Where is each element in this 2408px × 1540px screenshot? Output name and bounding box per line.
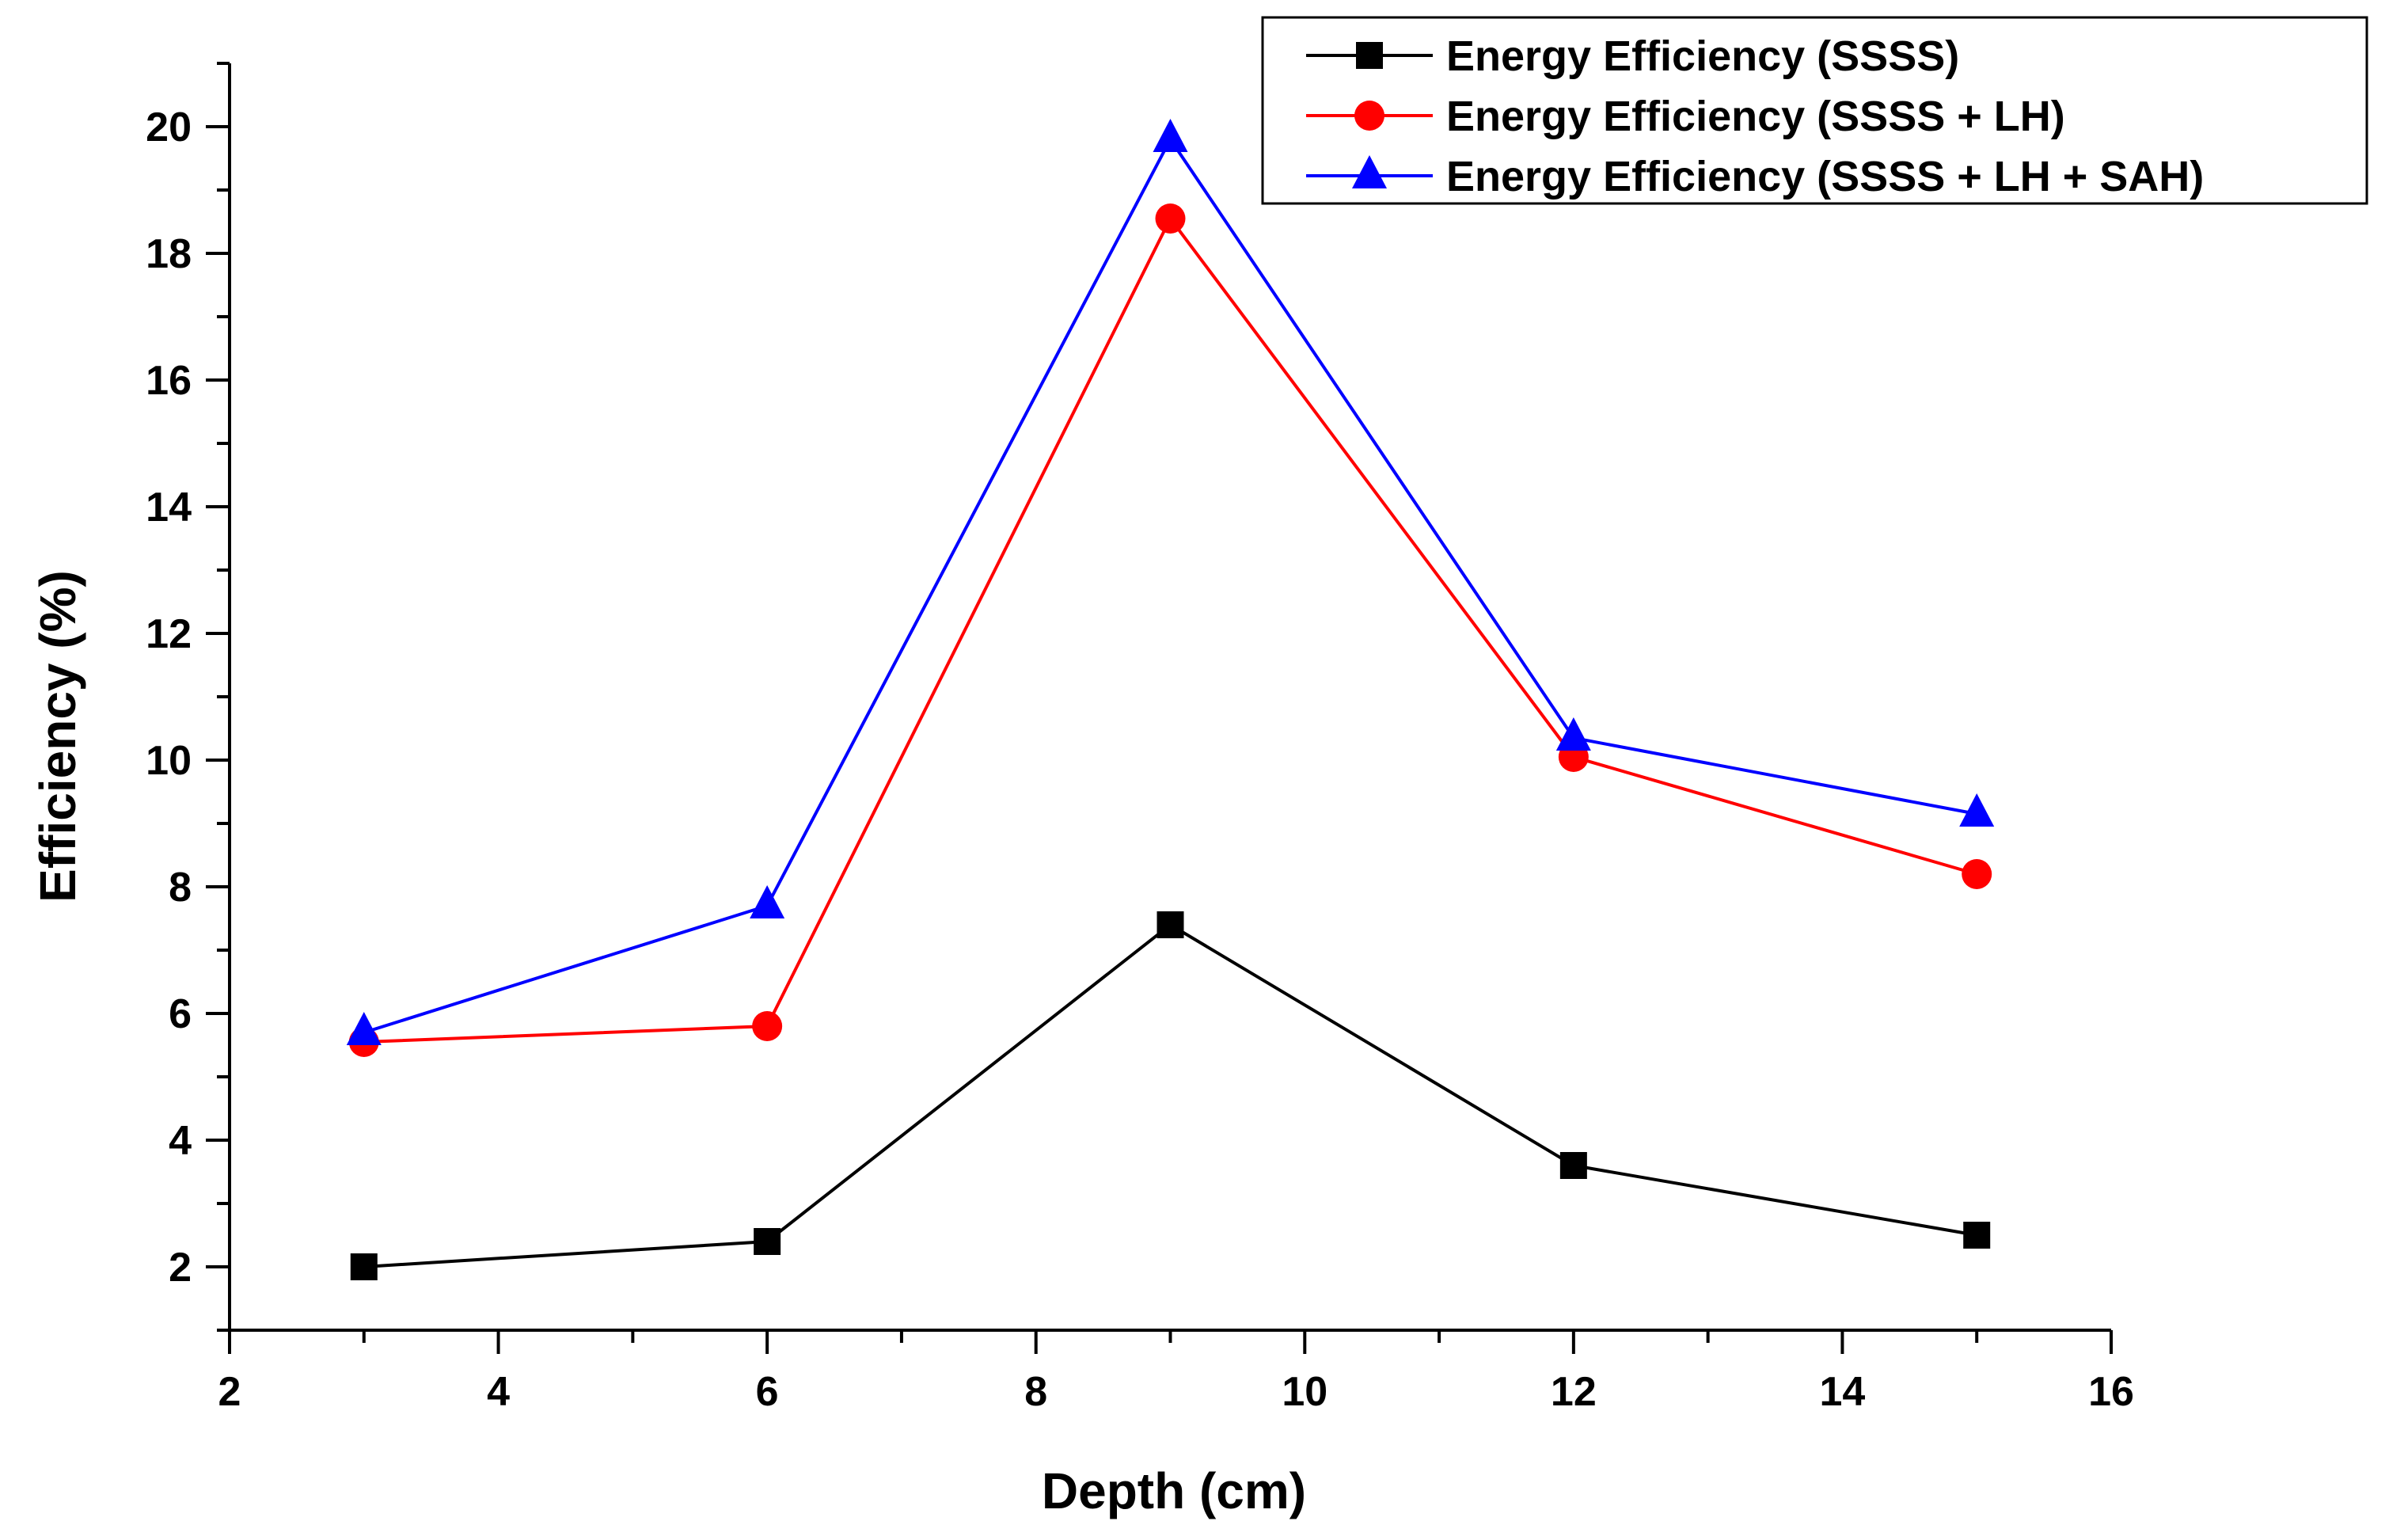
y-tick-label: 10 xyxy=(146,738,192,784)
legend-label: Energy Efficiency (SSSS + LH + SAH) xyxy=(1446,153,2204,200)
series-line xyxy=(363,136,1977,1034)
x-tick-label: 2 xyxy=(218,1369,241,1415)
data-point xyxy=(1555,717,1591,751)
x-tick-label: 8 xyxy=(1024,1369,1047,1415)
data-point xyxy=(1959,793,1995,827)
data-point xyxy=(752,1011,783,1041)
y-tick-label: 6 xyxy=(169,991,192,1037)
legend-marker xyxy=(1352,155,1387,188)
y-tick-label: 20 xyxy=(146,105,192,150)
legend-marker xyxy=(1356,42,1383,69)
x-tick-label: 4 xyxy=(487,1369,510,1415)
legend-label: Energy Efficiency (SSSS + LH) xyxy=(1446,93,2065,140)
y-tick-label: 2 xyxy=(169,1245,192,1291)
data-point xyxy=(1153,119,1188,152)
series-3 xyxy=(346,119,1995,1045)
y-tick-label: 18 xyxy=(146,231,192,277)
y-tick-label: 4 xyxy=(169,1118,192,1164)
series-1 xyxy=(350,911,1991,1280)
x-tick-label: 14 xyxy=(1820,1369,1866,1415)
legend-marker xyxy=(1354,101,1384,131)
legend: Energy Efficiency (SSSS) Energy Efficienc… xyxy=(1261,16,2368,205)
y-tick-label: 14 xyxy=(146,485,192,530)
y-tick-label: 16 xyxy=(146,358,192,404)
legend-box xyxy=(1261,16,2368,205)
data-point xyxy=(750,885,785,918)
series-layer xyxy=(346,119,1995,1280)
y-axis-title: Efficiency (%) xyxy=(29,570,86,903)
data-point xyxy=(1155,203,1186,234)
data-point xyxy=(346,1012,382,1045)
x-tick-label: 6 xyxy=(756,1369,779,1415)
y-tick-label: 8 xyxy=(169,865,192,911)
legend-entry: Energy Efficiency (SSSS + LH + SAH) xyxy=(1306,153,2204,200)
series-line xyxy=(363,922,1977,1268)
legend-entry: Energy Efficiency (SSSS) xyxy=(1306,32,1959,80)
legend-label: Energy Efficiency (SSSS) xyxy=(1446,32,1959,80)
data-point xyxy=(1962,859,1992,889)
x-tick-label: 16 xyxy=(2088,1369,2134,1415)
data-point xyxy=(350,1253,378,1280)
data-point xyxy=(1559,1152,1587,1179)
x-tick-label: 10 xyxy=(1282,1369,1327,1415)
axes: 2 4 6 8 10 12 14 16 2 4 6 8 10 12 14 16 18 20 xyxy=(146,62,2134,1415)
data-point xyxy=(1963,1222,1991,1249)
legend-entry: Energy Efficiency (SSSS + LH) xyxy=(1306,93,2065,140)
y-tick-label: 12 xyxy=(146,611,192,657)
data-point xyxy=(754,1228,781,1255)
x-tick-label: 12 xyxy=(1551,1369,1597,1415)
data-point xyxy=(1157,911,1184,938)
x-axis-title: Depth (cm) xyxy=(1042,1462,1306,1519)
